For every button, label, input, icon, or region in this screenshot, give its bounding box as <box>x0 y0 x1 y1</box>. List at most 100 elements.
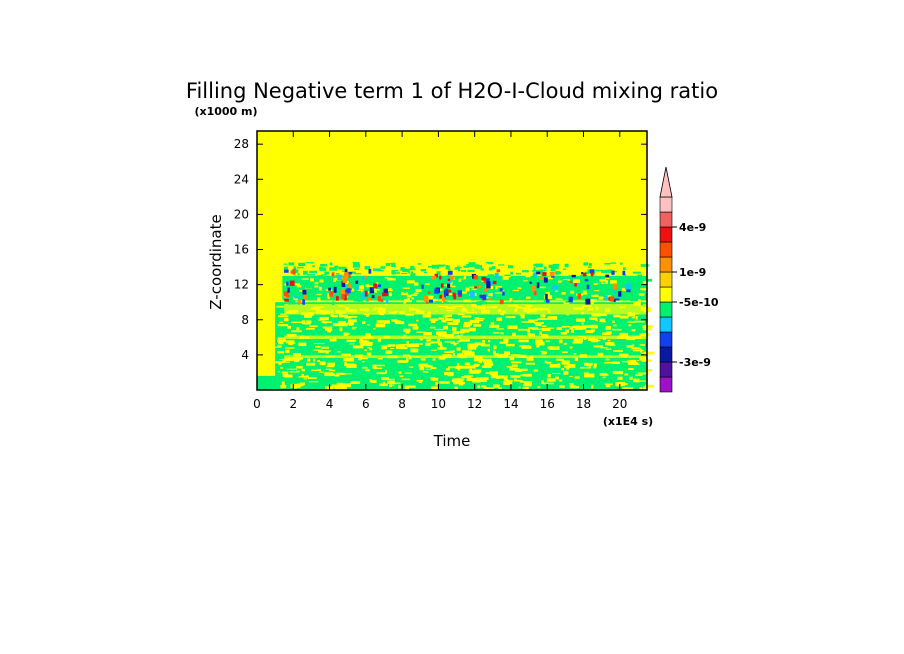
cloud-speckle <box>414 282 419 286</box>
value-streak <box>590 272 594 277</box>
yellow-speckle <box>639 344 646 346</box>
yellow-speckle <box>298 376 309 378</box>
cloud-speckle <box>555 298 563 300</box>
cloud-speckle <box>509 297 513 301</box>
cloud-speckle <box>563 301 570 305</box>
yellow-speckle <box>364 342 373 345</box>
cloud-speckle <box>407 290 415 293</box>
yellow-speckle <box>507 325 518 330</box>
yellow-speckle <box>453 342 457 346</box>
yellow-speckle <box>571 329 575 333</box>
yellow-speckle <box>311 369 321 372</box>
yellow-speckle <box>335 372 346 375</box>
cloud-speckle <box>452 285 456 288</box>
cloud-speckle <box>536 266 539 268</box>
yellow-speckle <box>344 332 349 336</box>
yellow-speckle <box>372 364 377 369</box>
yellow-speckle <box>429 318 438 321</box>
yellow-speckle <box>505 375 508 378</box>
yellow-speckle <box>405 330 410 334</box>
yellow-speckle <box>277 351 285 354</box>
yellow-speckle <box>442 325 449 330</box>
cloud-speckle <box>329 267 338 271</box>
yellow-speckle <box>439 345 443 349</box>
value-streak <box>377 284 381 288</box>
cloud-speckle <box>528 298 536 301</box>
cloud-speckle <box>498 264 505 266</box>
y-tick-label: 4 <box>241 348 249 362</box>
cloud-speckle <box>580 274 588 278</box>
yellow-speckle <box>399 346 408 350</box>
yellow-speckle <box>522 373 532 377</box>
yellow-speckle <box>420 358 426 361</box>
colorbar-segment <box>659 241 673 258</box>
yellow-speckle <box>462 324 471 328</box>
cloud-speckle <box>366 298 369 302</box>
cloud-speckle <box>537 292 545 294</box>
yellow-speckle <box>341 353 352 356</box>
yellow-speckle <box>400 344 412 346</box>
yellow-speckle <box>339 327 343 332</box>
cloud-speckle <box>623 280 630 283</box>
value-streak <box>533 290 537 296</box>
yellow-speckle <box>533 369 538 372</box>
cloud-speckle <box>594 290 600 292</box>
y-axis-ticks: 4 8 12 16 20 24 28 <box>234 137 647 362</box>
cloud-speckle <box>562 278 571 281</box>
yellow-speckle <box>631 328 636 332</box>
yellow-speckle <box>362 361 366 363</box>
yellow-speckle <box>636 359 640 362</box>
yellow-speckle <box>416 319 419 322</box>
cloud-speckle <box>495 275 503 278</box>
yellow-speckle <box>489 371 499 376</box>
cloud-speckle <box>622 267 626 271</box>
yellow-speckle <box>326 373 330 376</box>
yellow-speckle <box>425 342 431 346</box>
cloud-speckle <box>589 263 592 267</box>
cloud-speckle <box>304 283 310 287</box>
yellow-speckle <box>360 341 367 346</box>
yellow-speckle <box>385 350 393 354</box>
value-streak <box>627 283 632 290</box>
yellow-speckle <box>622 387 629 390</box>
value-streak <box>373 283 378 289</box>
x-axis-unit: (x1E4 s) <box>603 415 653 428</box>
cloud-speckle <box>392 285 396 289</box>
value-streak <box>341 281 346 288</box>
yellow-speckle <box>570 386 580 389</box>
cloud-speckle <box>411 294 418 296</box>
cloud-speckle <box>380 266 386 269</box>
yellow-speckle <box>585 330 594 334</box>
yellow-speckle <box>434 328 444 331</box>
yellow-speckle <box>507 380 513 382</box>
value-streak <box>450 275 455 280</box>
yellow-speckle <box>377 357 383 360</box>
value-streak <box>577 293 581 299</box>
yellow-speckle <box>477 319 484 322</box>
yellow-speckle <box>289 371 300 373</box>
yellow-speckle <box>613 314 621 318</box>
value-streak <box>427 291 431 294</box>
yellow-speckle <box>350 381 361 384</box>
yellow-speckle <box>631 347 641 350</box>
yellow-speckle <box>600 353 604 357</box>
cloud-speckle <box>521 287 525 291</box>
cloud-speckle <box>401 273 408 275</box>
cloud-speckle <box>510 301 514 303</box>
yellow-speckle <box>282 373 289 378</box>
value-streak <box>604 295 608 301</box>
value-streak <box>444 288 449 294</box>
value-streak <box>618 291 622 297</box>
value-streak <box>574 283 577 287</box>
cloud-speckle <box>533 267 536 271</box>
yellow-speckle <box>628 362 639 366</box>
yellow-speckle <box>516 368 528 372</box>
cloud-speckle <box>532 285 541 289</box>
yellow-speckle <box>599 318 606 323</box>
cloud-speckle <box>306 285 315 289</box>
value-streak <box>569 280 573 283</box>
yellow-speckle <box>536 345 540 348</box>
yellow-speckle <box>493 345 497 350</box>
yellow-speckle <box>365 369 370 372</box>
value-streak <box>348 283 352 290</box>
